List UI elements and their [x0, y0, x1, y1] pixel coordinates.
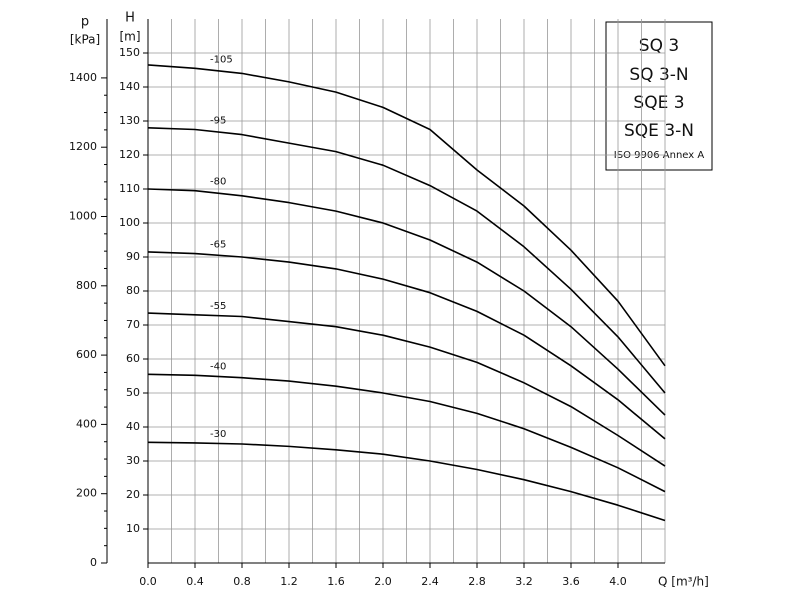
- x-tick-label: 0.4: [186, 575, 204, 588]
- annotation: ISO 9906 Annex A: [614, 150, 705, 161]
- y-tick-label: 30: [126, 454, 140, 467]
- annotation: SQE 3: [633, 93, 684, 113]
- y-tick-label: 70: [126, 318, 140, 331]
- x-tick-label: 3.2: [515, 575, 533, 588]
- curve: [147, 251, 666, 440]
- y-tick-label: 120: [119, 148, 140, 161]
- y-axis-label: H: [125, 11, 135, 26]
- curve: [147, 64, 666, 367]
- y2-axis-unit: [kPa]: [70, 33, 100, 47]
- y-tick-label: 80: [126, 284, 140, 297]
- annotation: SQE 3-N: [624, 121, 694, 141]
- y-tick-label: 10: [126, 522, 140, 535]
- curve-label: -65: [210, 240, 226, 251]
- x-tick-label: 2.4: [421, 575, 439, 588]
- curve-label: -95: [210, 116, 226, 127]
- y-tick-label: 50: [126, 386, 140, 399]
- curve: [147, 127, 666, 394]
- y2-tick-label: 800: [76, 279, 97, 292]
- annotation: SQ 3-N: [629, 65, 688, 85]
- curve-label: -55: [210, 301, 226, 312]
- y2-tick-label: 400: [76, 417, 97, 430]
- y2-tick-label: 0: [90, 556, 97, 569]
- x-axis-label: Q [m³/h]: [658, 575, 709, 589]
- y2-tick-label: 1200: [69, 140, 97, 153]
- y-tick-label: 20: [126, 488, 140, 501]
- curve-label: -105: [210, 54, 233, 65]
- x-tick-label: 1.6: [327, 575, 345, 588]
- x-tick-label: 2.8: [468, 575, 486, 588]
- x-tick-label: 0.8: [233, 575, 251, 588]
- x-tick-label: 0.0: [139, 575, 157, 588]
- curve: [147, 312, 666, 467]
- y-tick-label: 150: [119, 46, 140, 59]
- y-tick-label: 100: [119, 216, 140, 229]
- y2-tick-label: 1000: [69, 210, 97, 223]
- y-tick-label: 90: [126, 250, 140, 263]
- x-tick-label: 4.0: [609, 575, 627, 588]
- y-tick-label: 130: [119, 114, 140, 127]
- y-axis-unit: [m]: [119, 30, 140, 44]
- y-tick-label: 140: [119, 80, 140, 93]
- y-tick-label: 40: [126, 420, 140, 433]
- y-tick-label: 110: [119, 182, 140, 195]
- legend-box: [605, 21, 713, 171]
- annotation: SQ 3: [639, 36, 679, 56]
- curve-label: -30: [210, 429, 226, 440]
- x-tick-label: 1.2: [280, 575, 298, 588]
- curve: [147, 441, 666, 522]
- curve: [147, 373, 666, 493]
- y2-tick-label: 1400: [69, 71, 97, 84]
- y2-axis-label: p: [81, 15, 89, 30]
- curve: [147, 188, 666, 416]
- y2-tick-label: 600: [76, 348, 97, 361]
- x-tick-label: 2.0: [374, 575, 392, 588]
- curve-label: -40: [210, 361, 226, 372]
- curve-label: -80: [210, 177, 226, 188]
- y-tick-label: 60: [126, 352, 140, 365]
- y2-tick-label: 200: [76, 487, 97, 500]
- x-tick-label: 3.6: [562, 575, 580, 588]
